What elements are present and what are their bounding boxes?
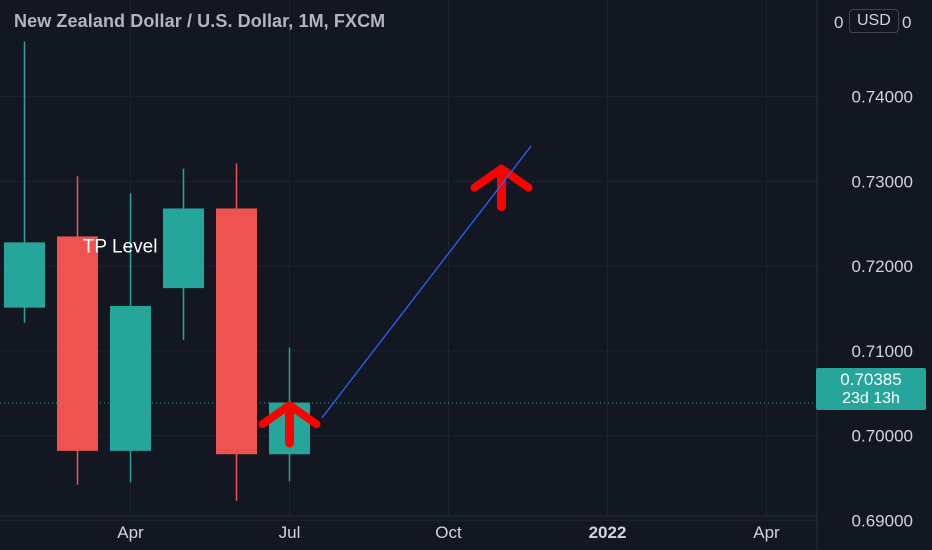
- candle-down[interactable]: [216, 163, 257, 501]
- tp-level-label[interactable]: TP Level: [83, 237, 158, 258]
- y-tick-label: 0.72000: [852, 257, 913, 276]
- x-tick-label: Apr: [753, 523, 780, 542]
- last-price-value: 0.70385: [840, 370, 902, 389]
- x-tick-label: Oct: [435, 523, 462, 542]
- last-price-label: 0.70385 23d 13h: [816, 368, 926, 410]
- candle-body[interactable]: [110, 305, 151, 451]
- candle-down[interactable]: [57, 176, 98, 485]
- candlestick-series[interactable]: [4, 41, 310, 501]
- trend-line[interactable]: [321, 145, 532, 419]
- y-tick-label: 0: [834, 13, 843, 32]
- candle-body[interactable]: [216, 208, 257, 455]
- drawing-annotations[interactable]: TP Level: [83, 145, 533, 448]
- candle-body[interactable]: [57, 236, 98, 451]
- candle-up[interactable]: [4, 41, 45, 323]
- chart-title: New Zealand Dollar / U.S. Dollar, 1M, FX…: [14, 11, 386, 31]
- candle-up[interactable]: [163, 168, 204, 340]
- y-tick-label: 0.69000: [852, 511, 913, 530]
- y-tick-label: 0.74000: [852, 88, 913, 107]
- candle-body[interactable]: [4, 242, 45, 308]
- y-tick-label: 0.71000: [852, 342, 913, 361]
- time-axis[interactable]: Apr Jul Oct 2022 Apr: [117, 523, 780, 542]
- y-tick-label: 0: [902, 13, 911, 32]
- y-tick-label: 0.73000: [852, 172, 913, 191]
- candle-body[interactable]: [163, 208, 204, 289]
- x-tick-label: Apr: [117, 523, 144, 542]
- up-arrow-icon[interactable]: [258, 401, 321, 448]
- x-tick-label: 2022: [589, 523, 627, 542]
- bar-countdown: 23d 13h: [842, 390, 900, 407]
- y-tick-label: 0.70000: [852, 427, 913, 446]
- candle-up[interactable]: [110, 193, 151, 483]
- currency-badge[interactable]: USD: [849, 9, 899, 33]
- up-arrow-icon[interactable]: [470, 164, 533, 212]
- x-tick-label: Jul: [279, 523, 301, 542]
- price-axis[interactable]: 0.69000 0.70000 0.71000 0.72000 0.73000 0.740…: [834, 13, 913, 530]
